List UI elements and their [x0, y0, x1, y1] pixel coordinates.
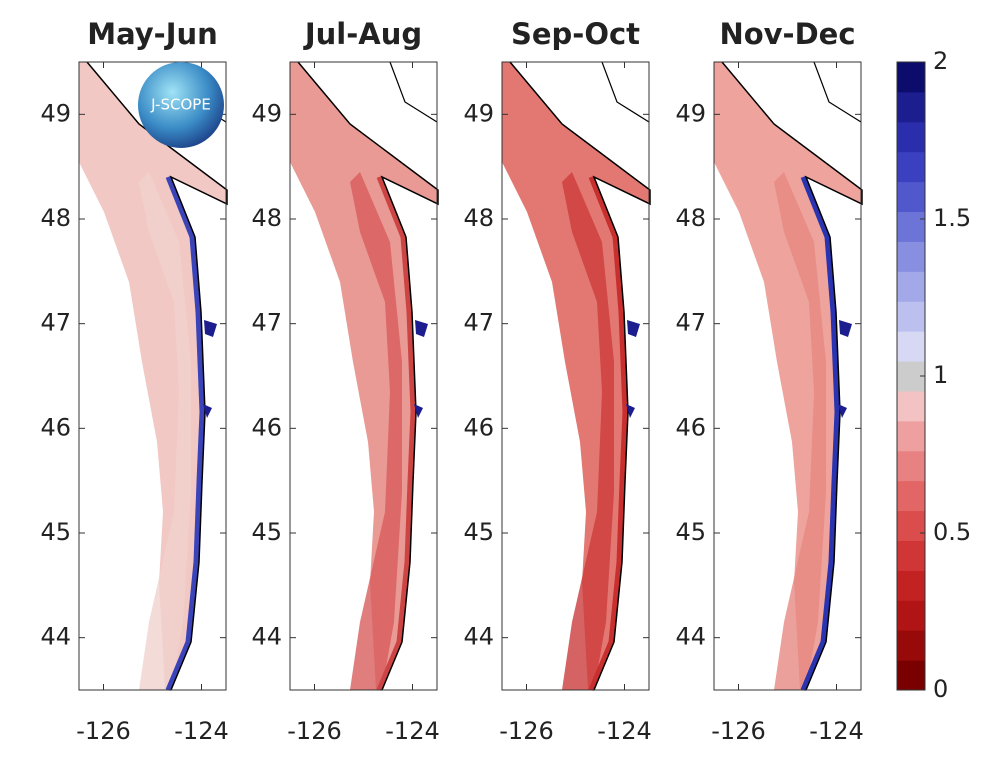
nearshore-field: [139, 172, 191, 690]
x-tick-label: -124: [809, 717, 863, 745]
colorbar-bin: [897, 600, 925, 631]
colorbar-tick-label: 0: [933, 675, 948, 703]
shelf-field: [79, 62, 227, 690]
nearshore-field: [562, 172, 614, 690]
panel-title: May-Jun: [87, 17, 218, 51]
estuary: [838, 404, 847, 418]
shelf-field: [290, 62, 438, 690]
colorbar-bin: [897, 271, 925, 302]
colorbar-tick-label: 1: [933, 361, 948, 389]
y-tick-label: 45: [251, 518, 282, 546]
y-tick-label: 44: [251, 623, 282, 651]
y-tick-label: 48: [251, 204, 282, 232]
x-tick-label: -126: [76, 717, 130, 745]
estuary: [839, 320, 852, 337]
y-tick-label: 46: [675, 413, 706, 441]
map-panel: [714, 61, 863, 691]
y-tick-label: 46: [251, 413, 282, 441]
map-panel: [502, 61, 651, 691]
y-tick-label: 45: [463, 518, 494, 546]
colorbar-bin: [897, 660, 925, 691]
estuary: [203, 404, 212, 418]
y-tick-label: 47: [40, 309, 71, 337]
coastal-band: [165, 176, 205, 691]
x-tick-label: -126: [711, 717, 765, 745]
estuary: [627, 320, 640, 337]
coastline: [509, 61, 651, 691]
coastline: [601, 61, 650, 123]
colorbar-bin: [897, 151, 925, 183]
y-tick-label: 46: [40, 413, 71, 441]
panel-frame: [501, 61, 650, 691]
estuary: [414, 404, 423, 418]
y-tick-label: 45: [675, 518, 706, 546]
panel-frame: [713, 61, 862, 691]
map-panel: [79, 61, 228, 691]
y-tick-label: 46: [463, 413, 494, 441]
y-tick-label: 48: [463, 204, 494, 232]
colorbar-bin: [897, 450, 925, 482]
colorbar-bin: [897, 420, 925, 452]
panel-title: Sep-Oct: [511, 17, 640, 51]
y-tick-label: 47: [251, 309, 282, 337]
x-tick-label: -124: [597, 717, 651, 745]
y-tick-label: 48: [675, 204, 706, 232]
y-tick-label: 47: [463, 309, 494, 337]
colorbar-bin: [897, 121, 925, 153]
coastal-band: [800, 176, 840, 691]
y-tick-label: 49: [463, 99, 494, 127]
colorbar-bin: [897, 91, 925, 123]
y-tick-label: 44: [675, 623, 706, 651]
coastal-band: [588, 176, 628, 691]
coastline: [813, 61, 862, 123]
logo: [138, 62, 224, 148]
map-panel: [290, 61, 439, 691]
y-tick-label: 48: [40, 204, 71, 232]
coastline: [297, 61, 439, 691]
x-tick-label: -126: [499, 717, 553, 745]
colorbar-bin: [897, 390, 925, 422]
coastal-band: [376, 176, 416, 691]
logo-text: J-SCOPE: [150, 96, 211, 114]
colorbar-bin: [897, 540, 925, 571]
x-tick-label: -124: [174, 717, 228, 745]
colorbar-bin: [897, 211, 925, 242]
shelf-field: [502, 62, 650, 690]
x-tick-label: -124: [385, 717, 439, 745]
nearshore-field: [774, 172, 826, 690]
y-tick-label: 47: [675, 309, 706, 337]
x-tick-label: -126: [287, 717, 341, 745]
colorbar-bin: [897, 331, 925, 362]
coastline: [721, 61, 863, 691]
coastline: [86, 61, 228, 691]
y-tick-label: 44: [40, 623, 71, 651]
y-tick-label: 49: [675, 99, 706, 127]
colorbar-tick-label: 0.5: [933, 518, 971, 546]
colorbar-tick-label: 2: [933, 47, 948, 75]
nearshore-field: [350, 172, 402, 690]
y-tick-label: 45: [40, 518, 71, 546]
coastline: [389, 61, 438, 123]
y-tick-label: 49: [40, 99, 71, 127]
colorbar-bin: [897, 630, 925, 661]
panel-frame: [289, 61, 438, 691]
estuary: [626, 404, 635, 418]
colorbar-bin: [897, 480, 925, 512]
colorbar-bin: [897, 181, 925, 213]
y-tick-label: 49: [251, 99, 282, 127]
estuary: [204, 320, 217, 337]
panel-title: Jul-Aug: [303, 17, 422, 51]
colorbar-bin: [897, 510, 925, 541]
panel-title: Nov-Dec: [719, 17, 855, 51]
colorbar-bin: [897, 241, 925, 272]
colorbar-tick-label: 1.5: [933, 204, 971, 232]
colorbar-bin: [897, 62, 925, 93]
colorbar-bin: [897, 301, 925, 332]
panel-frame: [78, 61, 227, 691]
shelf-field: [714, 62, 862, 690]
colorbar-bin: [897, 570, 925, 601]
y-tick-label: 44: [463, 623, 494, 651]
estuary: [415, 320, 428, 337]
